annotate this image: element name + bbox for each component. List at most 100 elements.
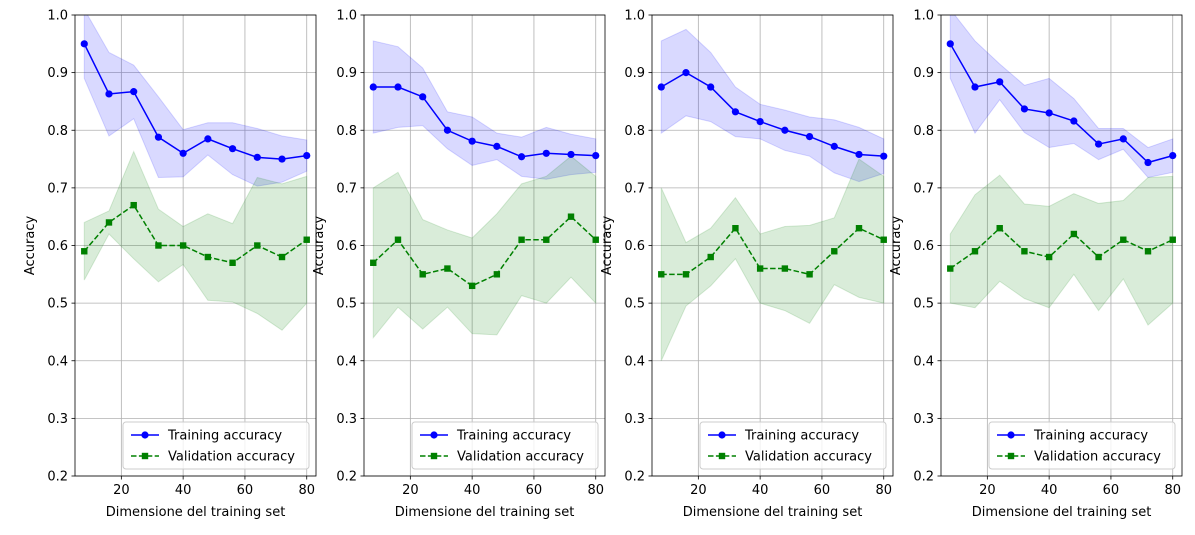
legend-box bbox=[122, 421, 310, 470]
data-point bbox=[204, 253, 212, 261]
data-point bbox=[805, 132, 814, 141]
legend-label-0: Training accuracy bbox=[167, 429, 282, 444]
data-point bbox=[278, 155, 286, 163]
data-point bbox=[1095, 253, 1102, 261]
y-tick-label: 0.3 bbox=[913, 412, 934, 427]
data-point bbox=[1045, 109, 1053, 117]
y-tick-label: 0.7 bbox=[624, 181, 645, 196]
chart-panel-3: 20 40 60 80 0.2 0.3 0.4 0.5 0.6 0.7 0.8 0.9 1.0 Dimen… bbox=[600, 9, 894, 520]
data-point bbox=[179, 242, 187, 249]
y-tick-label: 0.4 bbox=[624, 354, 645, 369]
y-tick-label: 0.9 bbox=[624, 66, 645, 81]
y-tick-label: 0.6 bbox=[624, 239, 645, 254]
y-tick-label: 0.7 bbox=[336, 181, 357, 196]
x-tick-label: 80 bbox=[1164, 483, 1181, 498]
data-point bbox=[1070, 117, 1078, 125]
y-tick-label: 0.5 bbox=[47, 297, 68, 312]
data-point bbox=[1021, 248, 1028, 255]
legend: Training accuracy Validation accuracy bbox=[411, 421, 599, 470]
chart-panel-2: 20 40 60 80 0.2 0.3 0.4 0.5 0.6 0.7 0.8 0.9 1.0 Dimen… bbox=[312, 9, 606, 520]
y-tick-label: 0.6 bbox=[913, 239, 934, 254]
x-tick-label: 20 bbox=[690, 483, 707, 498]
y-tick-label: 1.0 bbox=[913, 9, 934, 24]
data-point bbox=[179, 149, 187, 157]
y-tick-label: 0.6 bbox=[47, 239, 68, 254]
data-point bbox=[1120, 236, 1127, 243]
data-point bbox=[468, 137, 476, 145]
x-axis-label: Dimensione del training set bbox=[683, 505, 863, 520]
data-point bbox=[155, 242, 162, 249]
data-point bbox=[154, 133, 163, 141]
x-tick-label: 40 bbox=[752, 483, 769, 498]
data-point bbox=[1070, 230, 1078, 238]
data-point bbox=[756, 265, 764, 272]
data-point bbox=[682, 271, 690, 278]
data-point bbox=[419, 271, 426, 278]
series-line-1 bbox=[372, 215, 597, 287]
data-point bbox=[567, 150, 575, 159]
y-tick-label: 0.2 bbox=[47, 470, 68, 485]
legend-box bbox=[699, 421, 887, 470]
confidence-band-0 bbox=[83, 15, 308, 187]
y-axis-label: Accuracy bbox=[23, 216, 38, 276]
series-line-0 bbox=[373, 86, 596, 158]
legend: Training accuracy Validation accuracy bbox=[122, 421, 310, 470]
y-tick-label: 0.7 bbox=[913, 181, 934, 196]
x-axis-label: Dimensione del training set bbox=[972, 505, 1152, 520]
data-point bbox=[204, 135, 212, 143]
legend-marker bbox=[718, 452, 726, 460]
legend-box bbox=[411, 421, 599, 470]
x-tick-label: 80 bbox=[298, 483, 315, 498]
y-tick-label: 0.8 bbox=[47, 124, 68, 139]
data-point bbox=[567, 213, 575, 220]
data-point bbox=[1144, 248, 1152, 255]
y-tick-label: 0.9 bbox=[913, 66, 934, 81]
y-tick-label: 0.8 bbox=[336, 124, 357, 139]
series-line-1 bbox=[949, 227, 1174, 270]
confidence-band-0 bbox=[372, 40, 597, 180]
x-tick-label: 80 bbox=[587, 483, 604, 498]
data-point bbox=[658, 271, 665, 278]
data-point bbox=[303, 152, 311, 160]
data-point bbox=[855, 225, 863, 232]
data-point bbox=[781, 265, 789, 272]
data-point bbox=[971, 248, 979, 255]
data-point bbox=[657, 83, 665, 91]
data-point bbox=[1169, 152, 1177, 160]
y-tick-label: 0.9 bbox=[47, 66, 68, 81]
y-tick-label: 0.9 bbox=[336, 66, 357, 81]
data-point bbox=[1144, 158, 1152, 167]
data-point bbox=[1045, 253, 1053, 261]
data-point bbox=[1020, 105, 1029, 113]
chart-panel-1: 20 40 60 80 0.2 0.3 0.4 0.5 0.6 0.7 0.8 0.9 1.0 Dimen… bbox=[23, 9, 317, 520]
data-point bbox=[707, 83, 715, 91]
y-tick-label: 0.5 bbox=[913, 297, 934, 312]
legend-label-1: Validation accuracy bbox=[1034, 450, 1161, 465]
x-tick-label: 20 bbox=[402, 483, 419, 498]
data-point bbox=[707, 253, 714, 261]
data-point bbox=[682, 69, 690, 77]
y-tick-label: 0.8 bbox=[624, 124, 645, 139]
legend-marker bbox=[1007, 452, 1015, 460]
data-point bbox=[1094, 140, 1103, 148]
data-point bbox=[756, 118, 764, 126]
y-tick-label: 0.2 bbox=[913, 470, 934, 485]
confidence-band-1 bbox=[83, 150, 308, 331]
data-point bbox=[444, 265, 451, 272]
x-axis-label: Dimensione del training set bbox=[395, 505, 575, 520]
data-point bbox=[229, 259, 236, 266]
y-tick-label: 1.0 bbox=[47, 9, 68, 24]
legend-marker bbox=[1007, 431, 1015, 439]
data-point bbox=[105, 219, 113, 226]
data-point bbox=[880, 152, 888, 160]
legend: Training accuracy Validation accuracy bbox=[988, 421, 1176, 470]
data-point bbox=[105, 90, 113, 98]
data-point bbox=[831, 248, 838, 255]
y-tick-label: 0.4 bbox=[336, 354, 357, 369]
data-point bbox=[781, 126, 789, 134]
data-point bbox=[946, 40, 954, 48]
y-axis-label: Accuracy bbox=[312, 216, 327, 276]
x-tick-label: 40 bbox=[175, 483, 192, 498]
y-tick-label: 0.3 bbox=[624, 412, 645, 427]
legend-marker bbox=[141, 452, 149, 460]
